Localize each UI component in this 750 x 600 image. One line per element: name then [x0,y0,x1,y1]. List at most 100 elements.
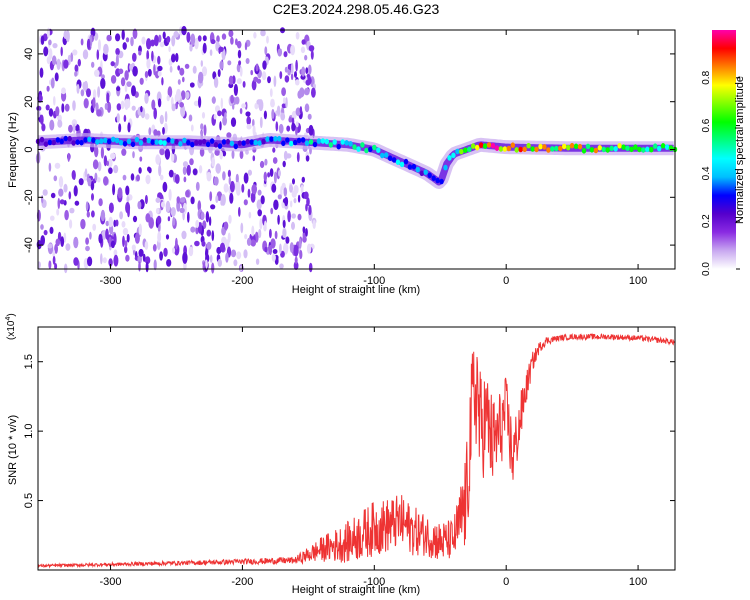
noise-blob [40,235,45,246]
svg-text:(x104): (x104) [5,313,17,340]
noise-blob [211,157,216,167]
ridge-point [213,142,219,148]
noise-blob [170,207,176,217]
noise-blob [272,249,278,254]
noise-blob [211,230,215,242]
noise-blob [122,235,125,247]
ridge-point [39,136,45,143]
noise-blob [126,81,132,87]
noise-blob [73,257,79,266]
noise-blob [144,240,149,250]
noise-blob [305,79,311,86]
noise-blob [289,242,294,253]
noise-blob [86,211,91,218]
colorbar: 0.0 0.2 0.4 0.6 0.8 Normalized spectral ampl… [701,30,746,276]
noise-blob [87,177,92,187]
noise-blob [94,145,99,158]
ridge-point [593,147,599,154]
noise-blob [274,230,278,240]
ridge-point [613,146,618,152]
ridge-point [573,143,579,150]
noise-blob [142,253,146,262]
noise-blob [105,220,110,227]
noise-blob [193,100,200,107]
noise-blob [247,188,251,198]
noise-blob [295,126,298,136]
noise-blob [250,70,253,76]
noise-blob [259,218,263,230]
noise-blob [158,34,162,43]
noise-blob [181,25,187,36]
noise-blob [155,207,160,214]
ridge-point [118,139,124,146]
noise-blob [203,124,207,136]
noise-blob [198,165,203,174]
ridge-point [502,146,508,152]
noise-blob [117,187,123,199]
noise-blob [225,252,229,263]
noise-blob [278,169,281,177]
noise-blob [241,183,245,193]
noise-blob [147,68,152,77]
ridge-point [522,146,527,153]
noise-blob [186,164,191,176]
noise-blob [190,33,196,46]
noise-blob [58,176,64,188]
ridge-point [300,137,306,143]
noise-blob [239,66,243,77]
noise-blob [59,199,65,205]
ridge-point [407,164,413,170]
ridge-point [475,144,480,151]
noise-blob [230,117,237,127]
noise-blob [158,164,162,177]
noise-blob [179,102,185,108]
noise-blob [139,77,144,85]
colorbar-ticks: 0.0 0.2 0.4 0.6 0.8 [701,70,740,276]
noise-blob [171,35,176,47]
ridge-point [320,138,326,144]
noise-blob [120,77,126,87]
noise-blob [91,193,94,201]
noise-blob [298,238,302,249]
noise-blob [295,32,300,40]
spectrogram-x-ticks: -300 -200 -100 0 100 [100,30,647,287]
noise-blob [85,245,90,252]
noise-blob [275,121,279,132]
ridge-point [126,138,132,145]
noise-blob [72,100,76,111]
noise-blob [54,243,58,254]
ridge-point [352,144,357,150]
ridge-point [328,142,333,148]
noise-blob [43,46,49,57]
noise-blob [291,213,296,219]
noise-blob [208,216,212,226]
noise-blob [194,240,200,247]
ridge-point [91,137,96,143]
noise-blob [97,86,101,98]
noise-blob [125,37,130,43]
noise-blob [123,114,127,122]
noise-blob [287,210,291,223]
noise-blob [165,200,171,213]
noise-blob [122,42,127,50]
noise-blob [201,112,206,119]
noise-blob [206,229,212,237]
noise-blob [177,79,181,85]
noise-blob [217,69,221,78]
colorbar-label: Normalized spectral amplitude [734,76,746,224]
ridge-point [150,139,155,145]
ridge-point [75,139,80,145]
noise-blob [71,170,76,180]
noise-blob [132,215,138,223]
noise-blob [159,114,164,125]
x-tick-label: -300 [100,576,122,588]
noise-blob [234,96,240,105]
noise-blob [57,119,63,128]
noise-blob [263,171,267,182]
noise-blob [206,171,212,182]
noise-blob [40,35,45,45]
noise-blob [180,105,186,117]
noise-blob [184,63,190,69]
ridge-point [510,142,515,148]
noise-blob [52,249,56,258]
